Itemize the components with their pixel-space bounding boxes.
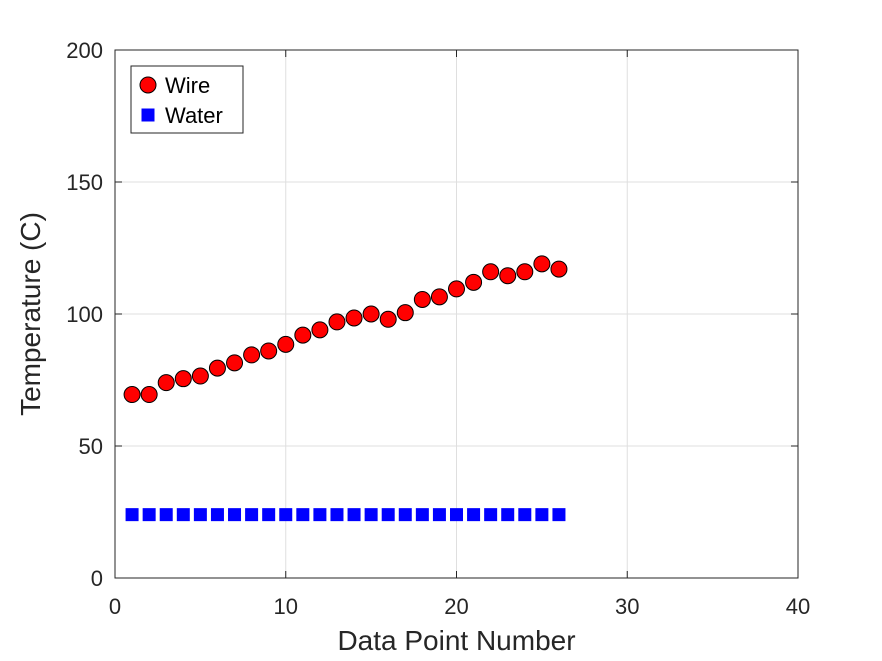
- water-point: [210, 508, 224, 522]
- series-water: [125, 508, 566, 522]
- legend: Wire Water: [130, 65, 244, 134]
- y-tick-label: 200: [66, 38, 103, 63]
- water-point: [467, 508, 481, 522]
- axis-ticks: 0 10 20 30 40 0 50 100 150 200: [66, 38, 810, 619]
- wire-point: [157, 374, 175, 392]
- wire-point: [140, 386, 158, 404]
- wire-point: [499, 267, 517, 285]
- wire-point: [362, 305, 380, 323]
- water-point: [518, 508, 532, 522]
- water-point: [535, 508, 549, 522]
- water-point: [313, 508, 327, 522]
- y-tick-label: 100: [66, 302, 103, 327]
- water-point: [415, 508, 429, 522]
- water-point: [279, 508, 293, 522]
- wire-point: [516, 263, 534, 281]
- wire-point: [260, 342, 278, 360]
- water-point: [228, 508, 242, 522]
- wire-point: [482, 263, 500, 281]
- wire-point: [123, 386, 141, 404]
- water-point: [364, 508, 378, 522]
- wire-point: [294, 326, 312, 344]
- water-point: [176, 508, 190, 522]
- x-tick-label: 0: [109, 594, 121, 619]
- wire-point: [413, 290, 431, 308]
- water-point: [245, 508, 259, 522]
- legend-water-marker: [141, 108, 155, 122]
- data-marks: [123, 255, 568, 522]
- water-point: [552, 508, 566, 522]
- water-point: [330, 508, 344, 522]
- wire-point: [448, 280, 465, 298]
- y-tick-label: 50: [79, 434, 103, 459]
- water-point: [193, 508, 207, 522]
- wire-point: [191, 367, 209, 385]
- wire-point: [311, 321, 329, 339]
- water-point: [432, 508, 446, 522]
- wire-point: [550, 260, 568, 278]
- wire-point: [533, 255, 551, 273]
- wire-point: [396, 304, 414, 322]
- legend-label-water: Water: [165, 103, 223, 128]
- wire-point: [208, 359, 226, 377]
- y-axis-label: Temperature (C): [15, 212, 46, 416]
- legend-label-wire: Wire: [165, 73, 210, 98]
- wire-point: [430, 288, 448, 306]
- wire-point: [328, 313, 346, 331]
- x-tick-label: 10: [274, 594, 298, 619]
- water-point: [484, 508, 498, 522]
- water-point: [296, 508, 310, 522]
- wire-point: [345, 309, 363, 327]
- water-point: [398, 508, 412, 522]
- water-point: [347, 508, 361, 522]
- water-point: [501, 508, 515, 522]
- wire-point: [379, 310, 397, 328]
- water-point: [381, 508, 395, 522]
- series-wire: [123, 255, 568, 404]
- x-axis-label: Data Point Number: [337, 625, 575, 656]
- water-point: [262, 508, 276, 522]
- wire-point: [243, 346, 261, 364]
- y-tick-label: 0: [91, 566, 103, 591]
- y-tick-label: 150: [66, 170, 103, 195]
- x-tick-label: 20: [444, 594, 468, 619]
- water-point: [159, 508, 173, 522]
- wire-point: [226, 354, 244, 372]
- wire-point: [277, 335, 295, 353]
- legend-wire-marker: [139, 76, 157, 94]
- wire-point: [465, 273, 483, 291]
- x-tick-label: 30: [615, 594, 639, 619]
- x-tick-label: 40: [786, 594, 810, 619]
- water-point: [450, 508, 463, 522]
- water-point: [142, 508, 156, 522]
- wire-point: [174, 370, 192, 388]
- water-point: [125, 508, 139, 522]
